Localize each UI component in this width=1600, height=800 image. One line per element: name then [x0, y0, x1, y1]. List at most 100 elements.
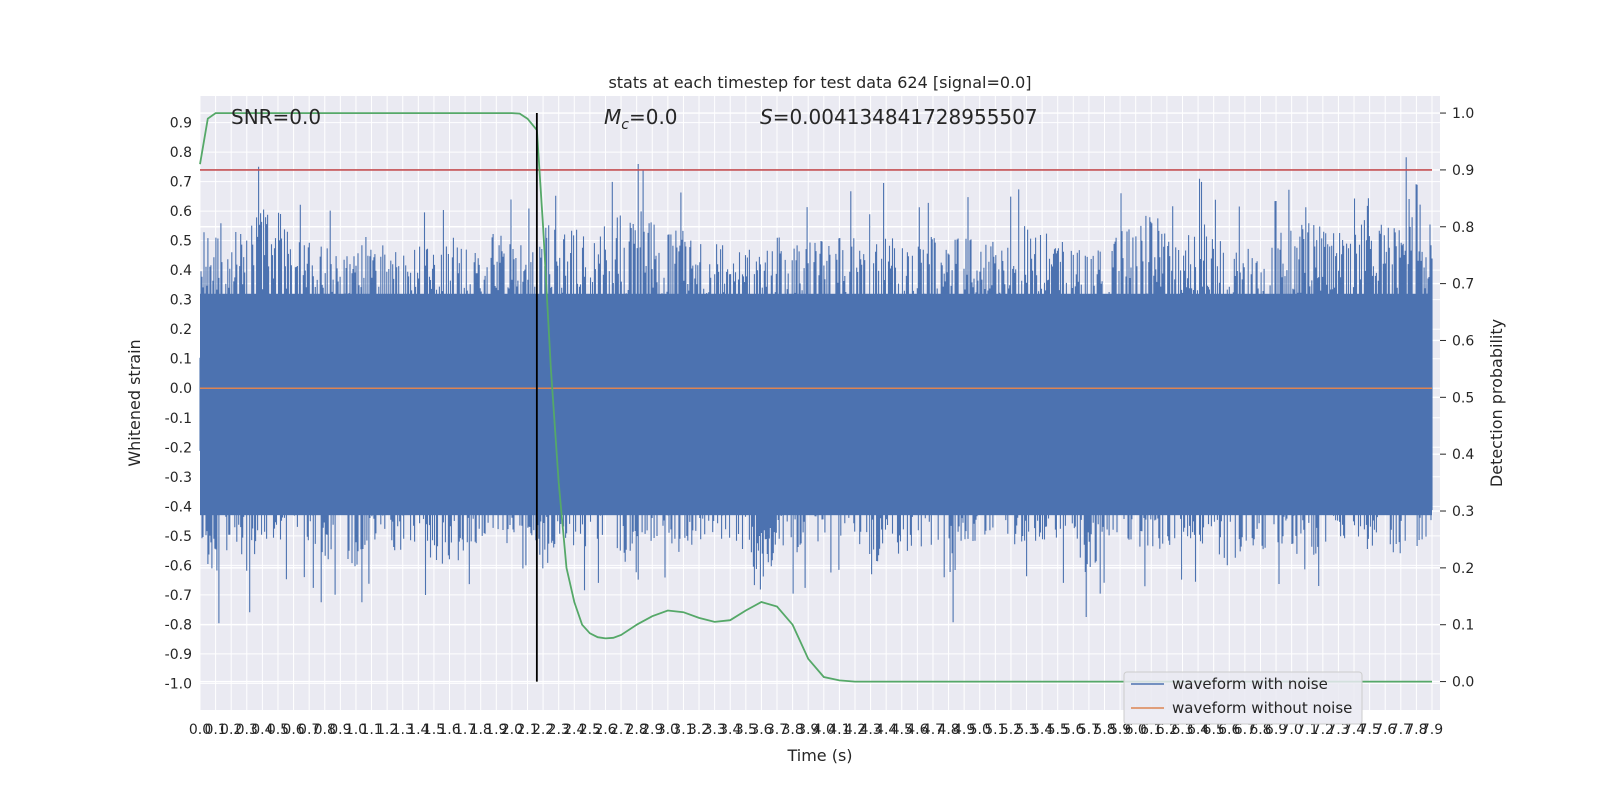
x-tick-label: 1.3 — [392, 722, 414, 738]
x-tick-label: 0.3 — [236, 722, 258, 738]
x-tick-label: 3.5 — [735, 722, 757, 738]
x-tick-label: 0.6 — [282, 722, 304, 738]
y2-tick-label: 0.5 — [1452, 390, 1474, 406]
x-tick-label: 0.9 — [329, 722, 351, 738]
x-tick-label: 2.7 — [610, 722, 632, 738]
x-tick-label: 1.9 — [485, 722, 507, 738]
s-annotation: S=0.004134841728955507 — [760, 105, 1038, 129]
x-tick-label: 5.5 — [1047, 722, 1069, 738]
x-tick-label: 2.8 — [626, 722, 648, 738]
y-tick-label: 0.1 — [170, 352, 192, 368]
y2-tick-label: 0.1 — [1452, 618, 1474, 634]
y-tick-label: 0.6 — [170, 204, 192, 220]
mc-value: =0.0 — [629, 105, 678, 129]
x-tick-label: 6.0 — [1125, 722, 1147, 738]
chart-title: stats at each timestep for test data 624… — [608, 73, 1031, 92]
y-tick-label: -0.1 — [165, 411, 192, 427]
x-tick-label: 7.7 — [1390, 722, 1412, 738]
x-tick-label: 5.8 — [1093, 722, 1115, 738]
x-tick-label: 7.0 — [1281, 722, 1303, 738]
x-tick-label: 2.9 — [641, 722, 663, 738]
series-waveform-with-noise — [199, 157, 1433, 624]
y-tick-label: 0.0 — [170, 381, 192, 397]
y2-tick-label: 0.2 — [1452, 561, 1474, 577]
y-tick-label: 0.4 — [170, 263, 192, 279]
x-tick-label: 4.9 — [953, 722, 975, 738]
x-tick-label: 3.4 — [719, 722, 741, 738]
x-tick-label: 0.1 — [204, 722, 226, 738]
x-tick-label: 1.7 — [454, 722, 476, 738]
x-tick-label: 5.3 — [1015, 722, 1037, 738]
x-tick-label: 7.4 — [1343, 722, 1365, 738]
y-tick-label: 0.5 — [170, 234, 192, 250]
x-tick-label: 3.6 — [750, 722, 772, 738]
x-tick-label: 2.6 — [594, 722, 616, 738]
x-tick-label: 1.2 — [376, 722, 398, 738]
y-tick-label: 0.3 — [170, 293, 192, 309]
x-tick-label: 5.1 — [984, 722, 1006, 738]
x-tick-label: 6.5 — [1203, 722, 1225, 738]
y-tick-label: 0.8 — [170, 145, 192, 161]
x-tick-label: 2.1 — [516, 722, 538, 738]
y-tick-label: -0.3 — [165, 470, 192, 486]
y-tick-label: -0.7 — [165, 588, 192, 604]
y-tick-label: 0.9 — [170, 116, 192, 132]
x-tick-label: 6.8 — [1249, 722, 1271, 738]
y-tick-label: 0.7 — [170, 175, 192, 191]
x-tick-label: 3.7 — [766, 722, 788, 738]
legend-label-noise: waveform with noise — [1172, 675, 1328, 693]
x-tick-label: 6.1 — [1140, 722, 1162, 738]
x-tick-label: 7.2 — [1312, 722, 1334, 738]
legend-label-clean: waveform without noise — [1172, 699, 1352, 717]
y2-axis-label: Detection probability — [1487, 319, 1506, 487]
y2-tick-label: 0.6 — [1452, 333, 1474, 349]
y-tick-label: -0.6 — [165, 558, 192, 574]
x-tick-label: 3.2 — [688, 722, 710, 738]
y-tick-label: -0.4 — [165, 499, 192, 515]
y2-tick-label: 0.7 — [1452, 277, 1474, 293]
y2-tick-labels: 1.0 0.9 0.8 0.7 0.6 0.5 0.4 0.3 0.2 0.1 0.0 — [1440, 106, 1474, 691]
x-tick-labels: 0.00.10.20.30.40.50.60.70.80.91.01.11.21… — [189, 722, 1443, 738]
x-axis-label: Time (s) — [786, 746, 852, 765]
y2-tick-label: 1.0 — [1452, 106, 1474, 122]
x-tick-label: 2.5 — [579, 722, 601, 738]
x-tick-label: 3.3 — [704, 722, 726, 738]
x-tick-label: 7.5 — [1358, 722, 1380, 738]
x-tick-label: 2.3 — [548, 722, 570, 738]
legend: waveform with noise waveform without noi… — [1123, 671, 1363, 725]
x-tick-label: 4.5 — [891, 722, 913, 738]
x-tick-label: 7.8 — [1405, 722, 1427, 738]
x-tick-label: 5.4 — [1031, 722, 1053, 738]
x-tick-label: 6.4 — [1187, 722, 1209, 738]
x-tick-label: 1.8 — [470, 722, 492, 738]
mc-label: M — [604, 105, 621, 129]
x-tick-label: 3.0 — [657, 722, 679, 738]
y-tick-label: -0.9 — [165, 647, 192, 663]
x-tick-label: 4.6 — [906, 722, 928, 738]
x-tick-label: 0.2 — [220, 722, 242, 738]
y-tick-labels: 0.9 0.8 0.7 0.6 0.5 0.4 0.3 0.2 0.1 0.0 -0.1 -0.2 -0… — [165, 116, 192, 693]
x-tick-label: 1.1 — [360, 722, 382, 738]
x-tick-label: 7.6 — [1374, 722, 1396, 738]
x-tick-label: 5.6 — [1062, 722, 1084, 738]
x-tick-label: 4.0 — [813, 722, 835, 738]
x-tick-label: 0.7 — [298, 722, 320, 738]
x-tick-label: 4.3 — [859, 722, 881, 738]
mc-subscript: c — [621, 117, 629, 133]
y-tick-label: -0.5 — [165, 529, 192, 545]
x-tick-label: 3.1 — [672, 722, 694, 738]
x-tick-label: 1.0 — [345, 722, 367, 738]
x-tick-label: 1.6 — [438, 722, 460, 738]
series-detection-probability — [199, 112, 1432, 683]
x-tick-label: 2.4 — [563, 722, 585, 738]
x-tick-label: 6.2 — [1156, 722, 1178, 738]
x-tick-label: 0.5 — [267, 722, 289, 738]
y2-tick-label: 0.3 — [1452, 504, 1474, 520]
x-tick-label: 7.3 — [1327, 722, 1349, 738]
y-tick-label: -0.2 — [165, 440, 192, 456]
x-tick-label: 0.0 — [189, 722, 211, 738]
x-tick-label: 5.7 — [1078, 722, 1100, 738]
x-tick-label: 5.2 — [1000, 722, 1022, 738]
y2-tick-label: 0.4 — [1452, 447, 1474, 463]
x-tick-label: 7.1 — [1296, 722, 1318, 738]
